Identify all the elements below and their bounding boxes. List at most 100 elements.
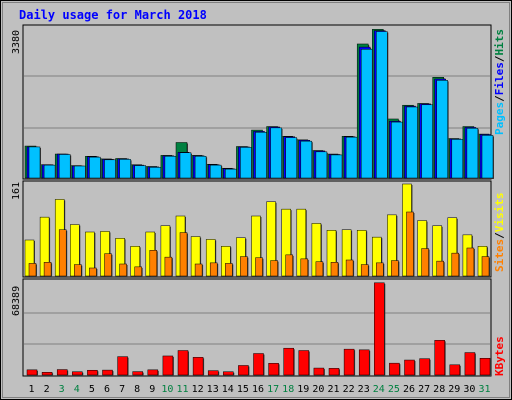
bar-sites-day-undefined bbox=[451, 252, 460, 277]
bar-sites-day-undefined bbox=[466, 247, 475, 277]
bar-pages-day-1 bbox=[28, 146, 41, 179]
bar-sites-day-undefined bbox=[421, 248, 429, 277]
bar-kbytes-day-undefined bbox=[102, 369, 113, 376]
bar-sites-day-undefined bbox=[74, 264, 82, 277]
bar-pages-day-13 bbox=[209, 164, 222, 179]
bar-pages-day-18 bbox=[285, 137, 297, 179]
bar-pages-day-5 bbox=[89, 156, 101, 179]
bar-sites-day-undefined bbox=[481, 256, 490, 277]
bar-pages-day-14 bbox=[225, 168, 237, 179]
bar-sites-day-undefined bbox=[391, 260, 399, 277]
bar-kbytes-day-undefined bbox=[238, 365, 249, 376]
x-tick-label: 19 bbox=[297, 384, 309, 395]
x-tick-label: 18 bbox=[282, 384, 294, 395]
bar-sites-day-undefined bbox=[345, 259, 354, 277]
bar-sites-day-undefined bbox=[28, 263, 37, 277]
bar-sites-day-undefined bbox=[270, 260, 278, 277]
legend-pages: Pages bbox=[493, 102, 506, 135]
chart-title: Daily usage for March 2018 bbox=[19, 8, 207, 22]
bar-kbytes-day-undefined bbox=[343, 348, 355, 376]
bar-pages-day-21 bbox=[330, 154, 343, 179]
legend-visits: Visits bbox=[493, 193, 506, 233]
x-tick-label: 5 bbox=[89, 384, 95, 395]
x-tick-label: 7 bbox=[119, 384, 125, 395]
bar-pages-day-6 bbox=[104, 159, 116, 179]
x-tick-label: 30 bbox=[463, 384, 475, 395]
legend-files: Files bbox=[493, 62, 506, 95]
bar-kbytes-day-undefined bbox=[434, 340, 445, 376]
x-tick-label: 17 bbox=[267, 384, 279, 395]
legend-sep-1: / bbox=[493, 95, 506, 102]
x-tick-label: 10 bbox=[161, 384, 173, 395]
bar-sites-day-undefined bbox=[315, 261, 324, 277]
x-tick-label: 25 bbox=[388, 384, 400, 395]
x-tick-label: 22 bbox=[343, 384, 355, 395]
bar-pages-day-23 bbox=[360, 49, 373, 179]
bar-pages-day-25 bbox=[391, 121, 403, 179]
bar-pages-day-16 bbox=[255, 132, 267, 179]
y-max-label-visits: 161 bbox=[11, 182, 22, 200]
bar-kbytes-day-undefined bbox=[72, 371, 83, 376]
x-tick-label: 15 bbox=[237, 384, 249, 395]
x-tick-label: 6 bbox=[104, 384, 110, 395]
legend-sep-2: / bbox=[493, 55, 506, 62]
x-axis-labels: 1 2 3 4 5 6 7 8 9 10 11 12 13 14 15 16 17 18 19 20 21 22 23 24 2… bbox=[28, 384, 490, 395]
x-tick-label: 1 bbox=[28, 384, 34, 395]
bar-pages-day-7 bbox=[119, 159, 131, 179]
x-tick-label: 16 bbox=[252, 384, 264, 395]
bar-pages-day-29 bbox=[451, 139, 464, 179]
bar-kbytes-day-undefined bbox=[253, 353, 264, 376]
bar-pages-day-28 bbox=[436, 80, 448, 179]
bar-sites-day-undefined bbox=[89, 267, 97, 277]
bar-kbytes-day-undefined bbox=[162, 355, 174, 376]
legend-hits: Hits bbox=[493, 29, 506, 56]
bar-kbytes-day-undefined bbox=[404, 359, 415, 376]
bar-sites-day-undefined bbox=[255, 257, 263, 277]
bar-kbytes-day-undefined bbox=[192, 357, 204, 376]
bar-pages-day-27 bbox=[421, 104, 433, 179]
bar-kbytes-day-undefined bbox=[87, 369, 98, 376]
bar-pages-day-24 bbox=[376, 31, 388, 179]
bar-sites-day-undefined bbox=[149, 250, 158, 277]
bar-sites-day-undefined bbox=[285, 254, 293, 277]
bar-kbytes-day-undefined bbox=[41, 372, 53, 376]
bar-kbytes-day-undefined bbox=[26, 369, 38, 376]
legend-pages-files-hits: Pages/Files/Hits bbox=[493, 29, 506, 135]
bar-pages-day-9 bbox=[149, 167, 162, 179]
bar-sites-day-undefined bbox=[58, 229, 67, 277]
bar-kbytes-day-undefined bbox=[389, 362, 400, 376]
x-tick-label: 13 bbox=[207, 384, 219, 395]
x-tick-label: 8 bbox=[134, 384, 140, 395]
bar-kbytes-day-undefined bbox=[479, 358, 491, 376]
bar-sites-day-undefined bbox=[436, 260, 444, 277]
x-tick-label: 28 bbox=[433, 384, 445, 395]
bar-sites-day-undefined bbox=[406, 211, 414, 277]
bar-pages-day-22 bbox=[345, 136, 358, 179]
bar-pages-day-20 bbox=[315, 151, 328, 179]
x-tick-label: 20 bbox=[312, 384, 324, 395]
bar-sites-day-undefined bbox=[164, 256, 173, 277]
bar-sites-day-undefined bbox=[330, 262, 339, 277]
x-tick-label: 3 bbox=[59, 384, 65, 395]
bar-kbytes-day-undefined bbox=[298, 350, 310, 376]
bar-pages-day-3 bbox=[58, 154, 71, 179]
bar-kbytes-day-undefined bbox=[328, 368, 340, 376]
x-tick-label: 2 bbox=[44, 384, 50, 395]
bar-pages-day-4 bbox=[74, 165, 86, 179]
x-tick-label: 21 bbox=[327, 384, 339, 395]
x-tick-label: 4 bbox=[74, 384, 80, 395]
bar-sites-day-undefined bbox=[209, 262, 218, 277]
legend-sep-3: / bbox=[493, 232, 506, 239]
bar-kbytes-day-undefined bbox=[117, 356, 128, 376]
bar-kbytes-day-undefined bbox=[177, 350, 189, 376]
bar-sites-day-undefined bbox=[240, 256, 248, 277]
bar-kbytes-day-undefined bbox=[358, 349, 370, 376]
x-tick-label: 11 bbox=[176, 384, 188, 395]
bar-kbytes-day-undefined bbox=[283, 347, 294, 376]
y-max-label-hits: 3380 bbox=[11, 30, 22, 54]
bar-kbytes-day-undefined bbox=[374, 282, 385, 376]
bars bbox=[24, 29, 494, 376]
bar-sites-day-undefined bbox=[225, 263, 233, 277]
